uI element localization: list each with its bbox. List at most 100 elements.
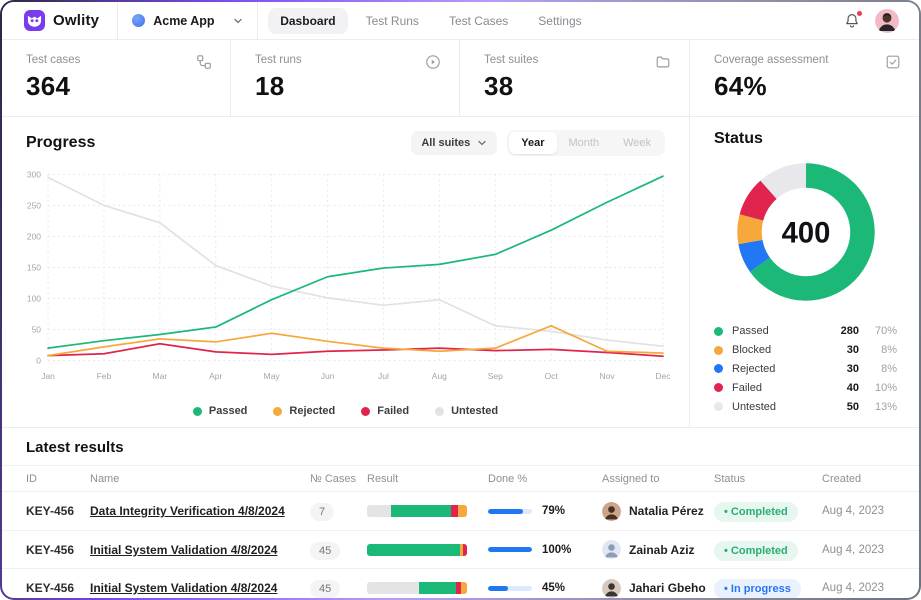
- stat-card-coverage[interactable]: Coverage assessment 64%: [690, 40, 919, 116]
- legend-item-failed: Failed: [361, 405, 409, 417]
- result-segment-passed: [367, 543, 460, 556]
- top-nav: Owlity Acme App Dasboard Test Runs Test …: [2, 2, 919, 40]
- svg-text:Mar: Mar: [153, 371, 168, 381]
- stat-card-test-cases[interactable]: Test cases 364: [2, 40, 231, 116]
- stat-value: 364: [26, 71, 71, 101]
- cases-badge: 45: [310, 541, 341, 560]
- tab-test-runs[interactable]: Test Runs: [365, 13, 419, 28]
- workspace-avatar: [132, 14, 146, 27]
- col-cases: № Cases: [310, 472, 357, 485]
- table-header: ID Name № Cases Result Done % Assigned t…: [2, 465, 919, 493]
- progress-line-chart: Jan Feb Mar Apr May Jun Jul Aug Sep Oct Nov Dec 0 50 1…: [2, 158, 689, 395]
- table-row[interactable]: KEY-456 Initial System Validation 4/8/20…: [2, 531, 919, 570]
- result-segment-failed: [451, 505, 458, 518]
- result-segment-failed: [456, 582, 461, 595]
- col-status: Status: [714, 472, 746, 485]
- table-body: KEY-456 Data Integrity Verification 4/8/…: [2, 492, 919, 598]
- done-progress-bar: [488, 585, 532, 591]
- range-option-month[interactable]: Month: [568, 137, 600, 149]
- suites-filter-label: All suites: [421, 137, 471, 149]
- done-percent-label: 100%: [542, 543, 572, 556]
- result-bar: [367, 582, 467, 595]
- svg-text:Sep: Sep: [488, 371, 503, 381]
- row-id: KEY-456: [26, 581, 75, 596]
- svg-text:Aug: Aug: [432, 371, 447, 381]
- result-segment-untested: [367, 505, 391, 518]
- status-badge: • Completed: [714, 502, 798, 523]
- notifications-bell-icon[interactable]: [843, 9, 863, 30]
- stat-card-test-suites[interactable]: Test suites 38: [460, 40, 690, 116]
- user-avatar[interactable]: [875, 8, 899, 33]
- avatar: [602, 578, 621, 598]
- workspace-name: Acme App: [153, 13, 215, 28]
- svg-text:400: 400: [781, 217, 830, 249]
- svg-text:Oct: Oct: [545, 371, 559, 381]
- status-legend-item-passed: Passed 280 70%: [714, 322, 897, 341]
- result-segment-passed: [419, 582, 456, 595]
- play-circle-icon: [426, 55, 440, 69]
- stat-label: Coverage assessment: [714, 54, 829, 66]
- result-segment-passed: [391, 505, 451, 518]
- row-name-link[interactable]: Data Integrity Verification 4/8/2024: [90, 504, 285, 519]
- suites-filter-dropdown[interactable]: All suites: [411, 131, 498, 155]
- range-toggle: Year Month Week: [507, 130, 665, 156]
- col-done: Done %: [488, 472, 528, 485]
- status-badge: • In progress: [714, 579, 801, 598]
- stat-label: Test cases: [26, 54, 81, 66]
- stats-row: Test cases 364 Test runs 18 Test suites …: [2, 40, 919, 117]
- avatar: [602, 540, 621, 560]
- main-panels: Progress All suites Year Month Week Jan F…: [2, 117, 919, 429]
- progress-chart-legend: Passed Rejected Failed Untested: [2, 395, 689, 427]
- row-name-link[interactable]: Initial System Validation 4/8/2024: [90, 542, 278, 557]
- svg-text:50: 50: [32, 325, 42, 335]
- result-segment-blocked: [461, 582, 467, 595]
- svg-text:200: 200: [27, 231, 41, 241]
- done-progress-bar: [488, 547, 532, 553]
- range-option-week[interactable]: Week: [623, 137, 651, 149]
- svg-text:Nov: Nov: [600, 371, 616, 381]
- result-bar: [367, 543, 467, 556]
- result-bar: [367, 505, 467, 518]
- row-created: Aug 4, 2023: [822, 582, 885, 595]
- progress-panel: Progress All suites Year Month Week Jan F…: [2, 117, 690, 428]
- col-assigned: Assigned to: [602, 472, 660, 485]
- assignee-name: Natalia Pérez: [629, 504, 704, 519]
- svg-text:May: May: [264, 371, 281, 381]
- done-percent-label: 79%: [542, 505, 566, 518]
- stat-label: Test runs: [255, 54, 302, 66]
- row-created: Aug 4, 2023: [822, 543, 885, 556]
- stat-value: 64%: [714, 71, 767, 101]
- tab-settings[interactable]: Settings: [538, 13, 582, 28]
- cases-badge: 7: [310, 503, 335, 522]
- table-row[interactable]: KEY-456 Data Integrity Verification 4/8/…: [2, 492, 919, 531]
- table-row[interactable]: KEY-456 Initial System Validation 4/8/20…: [2, 569, 919, 598]
- latest-results-title: Latest results: [26, 439, 124, 457]
- done-progress-bar: [488, 508, 532, 514]
- stat-value: 18: [255, 71, 285, 101]
- workspace-selector[interactable]: Acme App: [118, 2, 259, 39]
- col-name: Name: [90, 472, 120, 485]
- col-id: ID: [26, 472, 37, 485]
- row-name-link[interactable]: Initial System Validation 4/8/2024: [90, 581, 278, 596]
- chevron-down-icon: [478, 140, 486, 146]
- row-id: KEY-456: [26, 542, 75, 557]
- row-id: KEY-456: [26, 504, 75, 519]
- notification-badge: [856, 9, 863, 17]
- tab-dashboard[interactable]: Dasboard: [268, 7, 348, 34]
- cases-badge: 45: [310, 580, 341, 598]
- status-legend-item-failed: Failed 40 10%: [714, 378, 897, 397]
- main-tabs: Dasboard Test Runs Test Cases Settings: [258, 2, 603, 39]
- assignee-name: Zainab Aziz: [629, 542, 695, 557]
- tab-test-cases[interactable]: Test Cases: [448, 13, 509, 28]
- col-created: Created: [822, 472, 862, 485]
- stat-card-test-runs[interactable]: Test runs 18: [231, 40, 460, 116]
- status-badge: • Completed: [714, 540, 798, 561]
- done-percent-label: 45%: [542, 582, 566, 595]
- status-legend-item-blocked: Blocked 30 8%: [714, 341, 897, 360]
- result-segment-failed: [463, 543, 467, 556]
- status-legend-item-rejected: Rejected 30 8%: [714, 360, 897, 379]
- col-result: Result: [367, 472, 399, 485]
- stat-value: 38: [484, 71, 514, 101]
- range-option-year[interactable]: Year: [509, 132, 557, 154]
